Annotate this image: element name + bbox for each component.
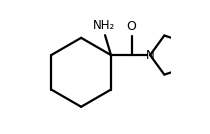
Text: N: N	[146, 49, 155, 62]
Text: O: O	[127, 20, 136, 33]
Text: NH₂: NH₂	[93, 19, 115, 32]
